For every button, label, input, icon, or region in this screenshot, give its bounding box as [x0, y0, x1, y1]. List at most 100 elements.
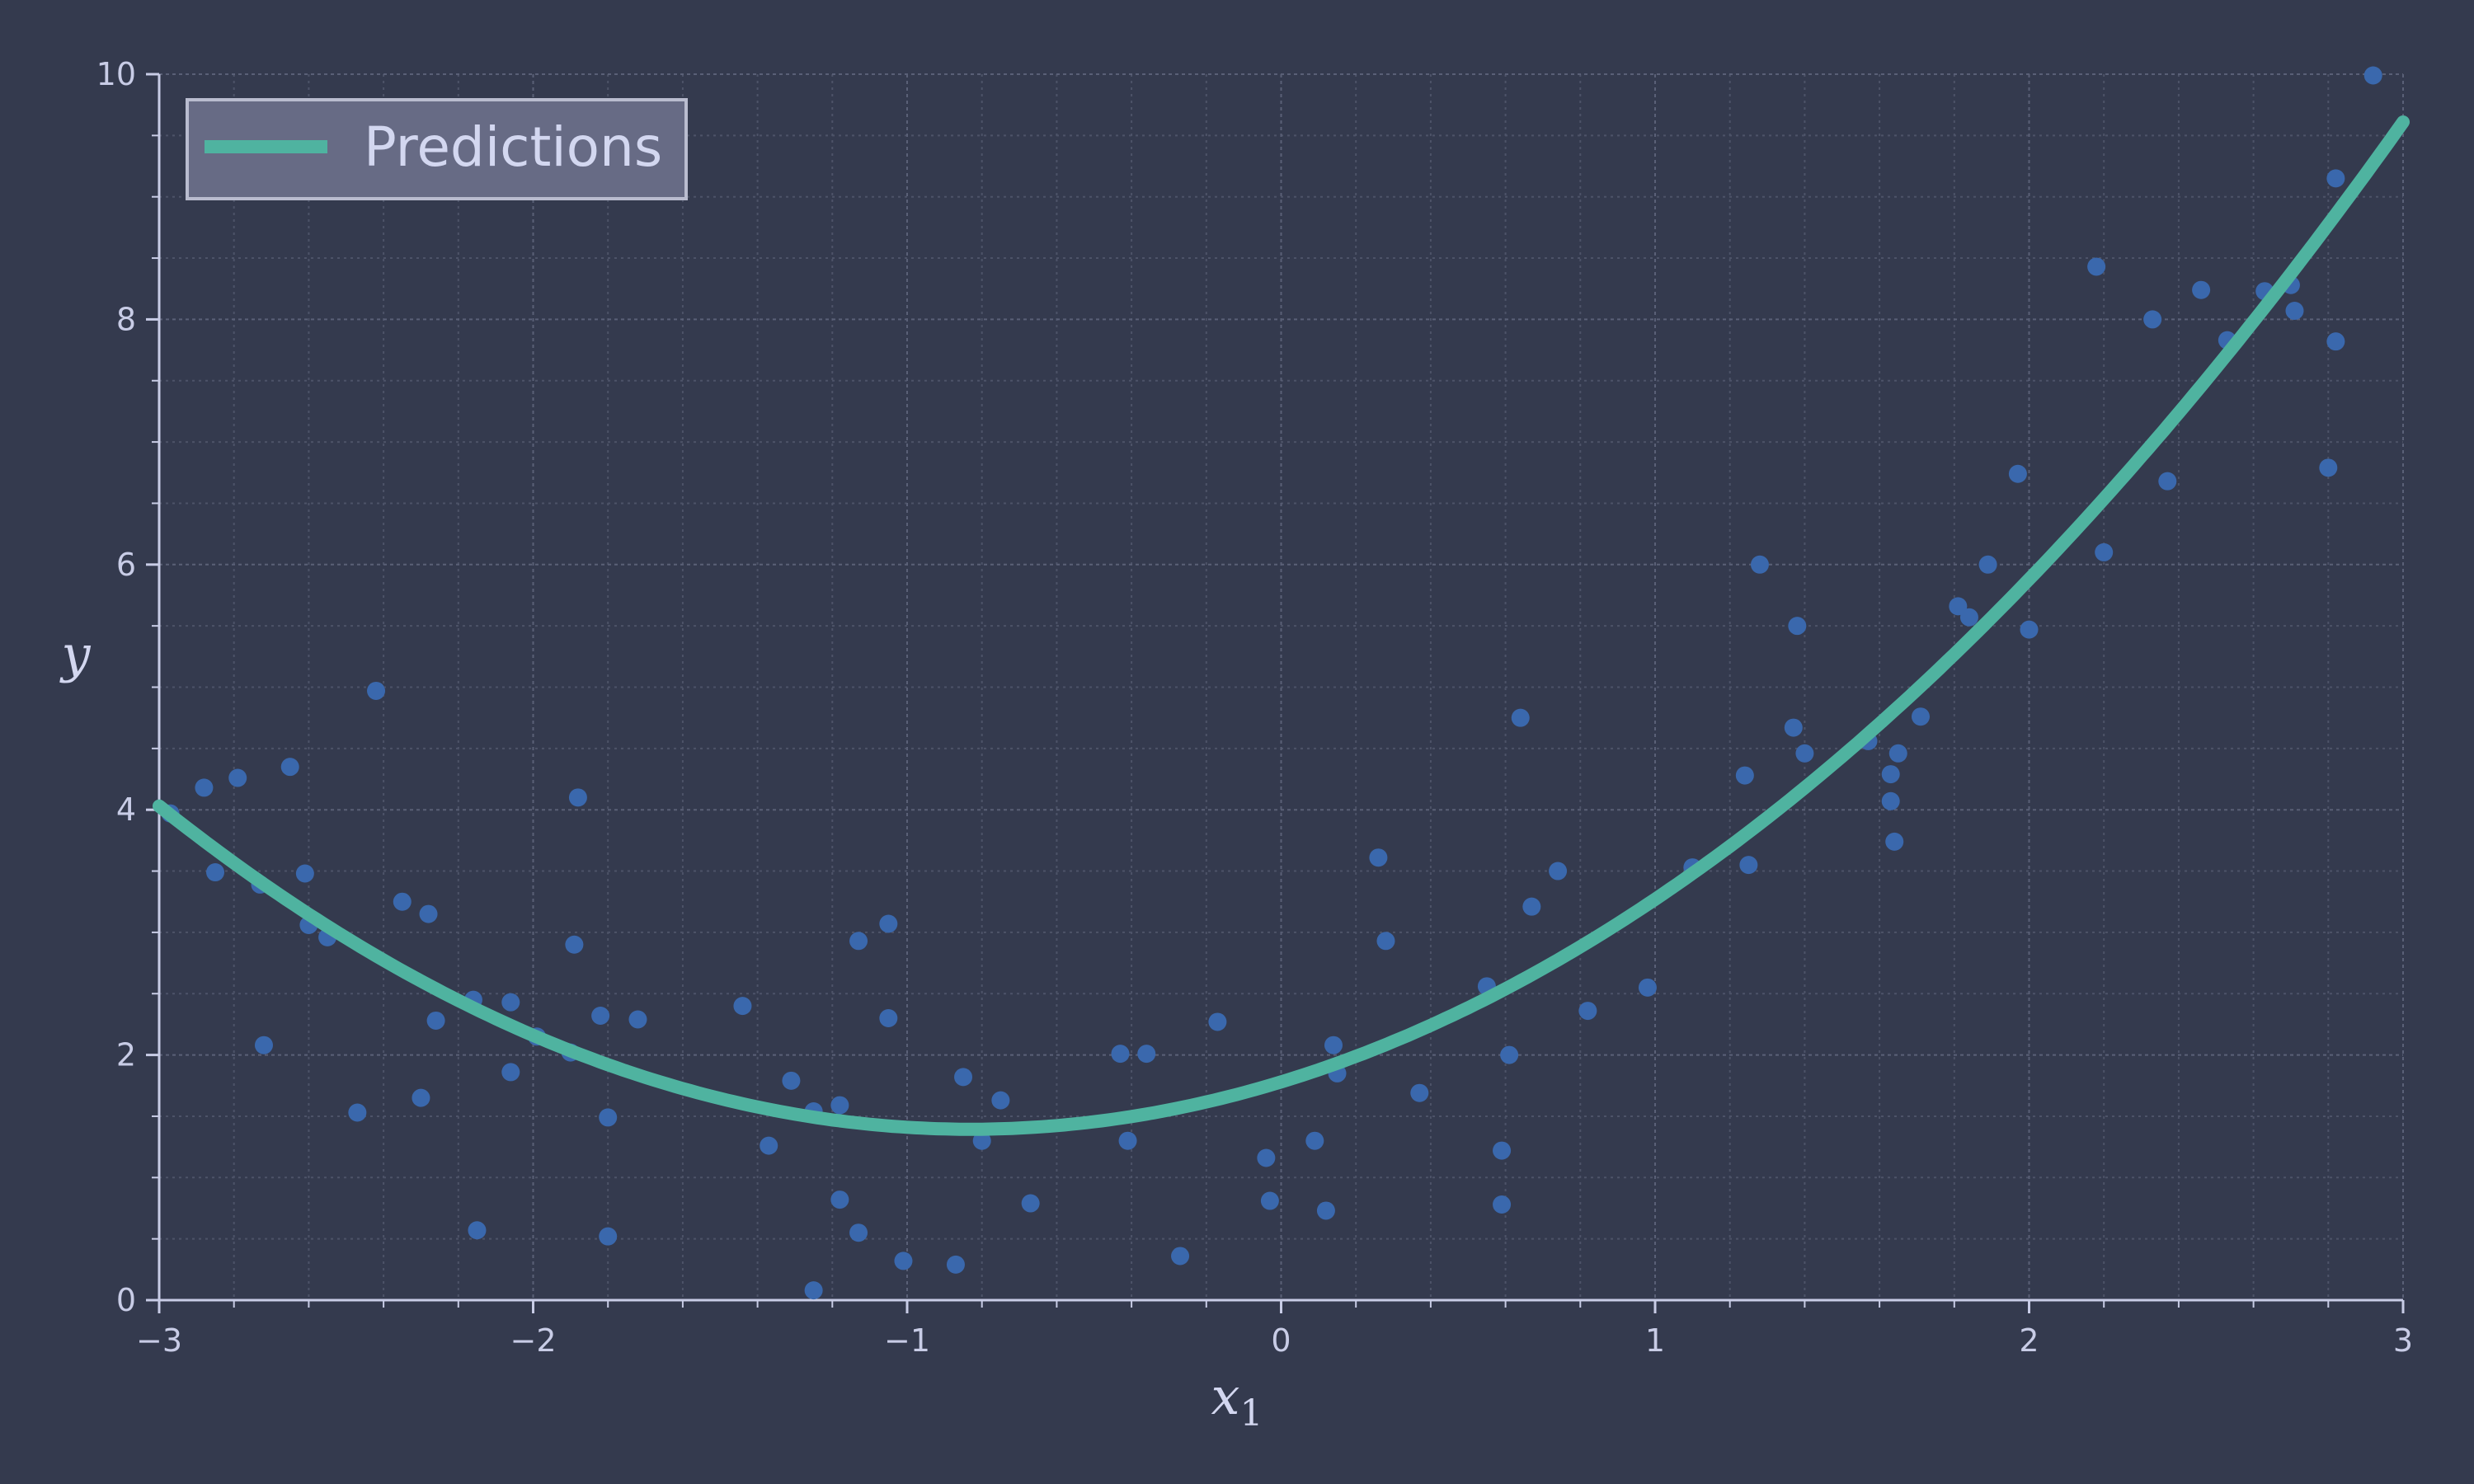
data-point	[2319, 458, 2338, 477]
data-point	[367, 681, 386, 700]
data-point	[426, 1011, 445, 1030]
data-point	[879, 1008, 898, 1027]
data-point	[1208, 1012, 1227, 1031]
data-point	[2285, 301, 2304, 320]
y-tick-label: 4	[116, 791, 136, 828]
x-tick-label: 1	[1645, 1322, 1665, 1359]
data-point	[2020, 620, 2039, 639]
data-point	[393, 892, 412, 911]
grid-minor	[159, 74, 2403, 1300]
data-point	[1522, 897, 1541, 916]
data-point	[1888, 744, 1907, 763]
data-point	[1111, 1045, 1130, 1064]
data-point	[1978, 555, 1997, 574]
x-tick-label: −2	[510, 1322, 556, 1359]
data-point	[804, 1281, 823, 1300]
x-axis-label-subscript: 1	[1239, 1392, 1263, 1435]
data-point	[991, 1091, 1010, 1110]
data-point	[1260, 1191, 1279, 1210]
data-point	[2326, 332, 2345, 351]
data-point	[599, 1227, 618, 1246]
data-point	[760, 1136, 778, 1155]
data-point	[468, 1221, 487, 1240]
data-point	[782, 1071, 801, 1090]
data-point	[2008, 464, 2027, 483]
x-axis-label: x1	[1211, 1366, 1263, 1435]
data-point	[830, 1190, 849, 1209]
data-point	[1493, 1195, 1512, 1214]
data-point	[1881, 791, 1900, 810]
data-point	[412, 1088, 430, 1107]
data-point	[1257, 1148, 1276, 1167]
data-point	[1911, 707, 1930, 726]
data-point	[1500, 1045, 1519, 1064]
data-point	[1137, 1045, 1156, 1064]
data-point	[972, 1131, 991, 1150]
data-point	[206, 863, 225, 882]
data-point	[599, 1108, 618, 1127]
y-tick-label: 0	[116, 1282, 136, 1318]
data-point	[733, 997, 752, 1016]
data-point	[1638, 978, 1657, 997]
data-point	[1788, 617, 1807, 636]
data-point	[1369, 848, 1388, 867]
data-point	[1021, 1194, 1040, 1213]
y-tick-label: 6	[116, 547, 136, 583]
data-point	[501, 993, 520, 1012]
data-point	[348, 1103, 367, 1122]
data-point	[1376, 932, 1395, 951]
data-point	[894, 1252, 913, 1270]
data-point	[1578, 1002, 1597, 1021]
data-point	[195, 778, 214, 797]
data-point	[830, 1096, 849, 1115]
data-point	[1493, 1141, 1512, 1160]
data-point	[1324, 1036, 1343, 1054]
data-point	[2326, 169, 2345, 188]
data-point	[849, 1223, 868, 1242]
data-point	[1885, 832, 1904, 851]
data-point	[1735, 766, 1754, 785]
data-point	[280, 758, 299, 777]
data-point	[2095, 542, 2114, 561]
data-point	[1784, 718, 1803, 737]
data-point	[946, 1255, 965, 1274]
data-point	[849, 932, 868, 951]
y-axis-ticks: 0 2 4 6 8 10	[96, 56, 159, 1318]
data-point	[1549, 862, 1568, 881]
data-point	[2143, 310, 2162, 329]
data-point	[419, 904, 438, 923]
data-point	[1305, 1131, 1324, 1150]
data-point	[1739, 856, 1758, 875]
data-point	[2192, 280, 2211, 299]
x-tick-label: −3	[136, 1322, 182, 1359]
data-point	[1881, 765, 1900, 784]
predictions-line	[153, 115, 2410, 1136]
y-tick-label: 8	[116, 301, 136, 337]
data-point	[1118, 1131, 1137, 1150]
data-point	[295, 864, 314, 883]
data-point	[1750, 555, 1769, 574]
data-point	[501, 1063, 520, 1082]
legend-entry-predictions: Predictions	[364, 115, 662, 179]
x-tick-label: 2	[2019, 1322, 2039, 1359]
x-tick-label: 3	[2393, 1322, 2413, 1359]
x-tick-label: −1	[884, 1322, 930, 1359]
data-point	[2363, 66, 2382, 85]
x-axis-ticks: −3 −2 −1 0 1 2 3	[136, 1300, 2413, 1359]
y-axis-label: y	[59, 624, 91, 684]
data-point	[1511, 708, 1530, 727]
data-point	[954, 1068, 973, 1087]
data-point	[1795, 744, 1814, 763]
data-point	[568, 788, 587, 807]
data-point	[628, 1010, 647, 1029]
data-point	[2158, 472, 2177, 491]
data-point	[228, 768, 247, 787]
y-tick-label: 10	[96, 56, 136, 92]
data-point	[254, 1036, 273, 1054]
data-point	[1171, 1247, 1190, 1266]
data-point	[565, 935, 584, 954]
data-point	[1410, 1083, 1429, 1102]
data-point	[1316, 1201, 1335, 1220]
